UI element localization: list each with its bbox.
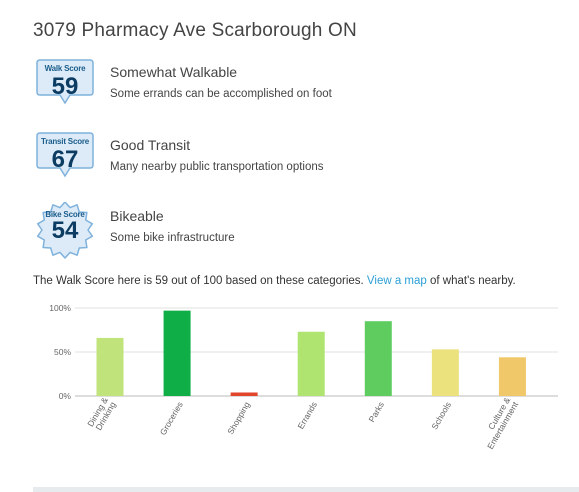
y-tick-label: 0%	[59, 391, 72, 401]
transit-score-title: Good Transit	[110, 137, 191, 153]
x-tick-label: Shopping	[225, 400, 252, 436]
transit-score-row: Transit Score 67 Good Transit Many nearb…	[36, 131, 556, 187]
walk-score-row: Walk Score 59 Somewhat Walkable Some err…	[36, 58, 556, 114]
bar[interactable]	[163, 310, 191, 396]
pin-badge-icon	[36, 59, 94, 105]
x-tick-label-group: Dining &Drinking	[85, 395, 118, 432]
x-tick-label: Schools	[429, 400, 453, 431]
bike-score-value: 54	[51, 217, 79, 244]
transit-score-label: Transit Score	[40, 137, 90, 146]
bike-score-row: Bike Score 54 Bikeable Some bike infrast…	[36, 202, 556, 259]
pin-badge-icon	[36, 132, 94, 178]
bar[interactable]	[498, 357, 526, 396]
bike-score-title: Bikeable	[110, 208, 164, 224]
walk-score-summary: The Walk Score here is 59 out of 100 bas…	[33, 275, 516, 287]
footer-divider	[33, 487, 579, 492]
bike-score-label: Bike Score	[45, 210, 85, 219]
x-tick-label-group: Groceries	[158, 400, 185, 437]
walk-score-badge[interactable]: Walk Score 59	[36, 58, 96, 118]
bar[interactable]	[230, 392, 258, 396]
x-tick-label-group: Shopping	[225, 400, 252, 436]
summary-text: The Walk Score here is 59 out of 100 bas…	[33, 275, 364, 287]
x-tick-label-group: Schools	[429, 400, 453, 431]
bar[interactable]	[96, 337, 124, 396]
walk-score-label: Walk Score	[44, 64, 86, 73]
y-tick-label: 100%	[49, 303, 71, 313]
x-tick-label-group: Errands	[295, 400, 319, 431]
summary-text-end: of what's nearby.	[430, 275, 516, 287]
category-bar-chart: 0% 50% 100% Dining &Drinking Groceries Shoppi…	[49, 303, 558, 451]
bike-score-description: Some bike infrastructure	[110, 232, 235, 244]
bar[interactable]	[431, 349, 459, 396]
x-tick-label: Groceries	[158, 400, 185, 437]
page-title: 3079 Pharmacy Ave Scarborough ON	[33, 20, 357, 41]
bar[interactable]	[297, 331, 325, 396]
transit-score-badge[interactable]: Transit Score 67	[36, 131, 96, 191]
view-map-link[interactable]: View a map	[366, 275, 427, 287]
x-tick-label-group: Culture &Entertainment	[485, 395, 520, 451]
bar[interactable]	[364, 321, 392, 396]
transit-score-description: Many nearby public transportation option…	[110, 161, 324, 173]
walk-score-title: Somewhat Walkable	[110, 64, 238, 80]
x-tick-label: Errands	[295, 400, 319, 431]
walk-score-description: Some errands can be accomplished on foot	[110, 88, 332, 100]
gear-shape	[36, 202, 94, 259]
walk-score-value: 59	[51, 73, 79, 100]
transit-score-value: 67	[51, 146, 79, 173]
x-tick-label-group: Parks	[366, 400, 386, 424]
gear-badge-icon	[36, 202, 94, 259]
x-tick-label: Parks	[366, 400, 386, 424]
bike-score-badge[interactable]: Bike Score 54	[36, 202, 96, 262]
y-tick-label: 50%	[54, 347, 71, 357]
